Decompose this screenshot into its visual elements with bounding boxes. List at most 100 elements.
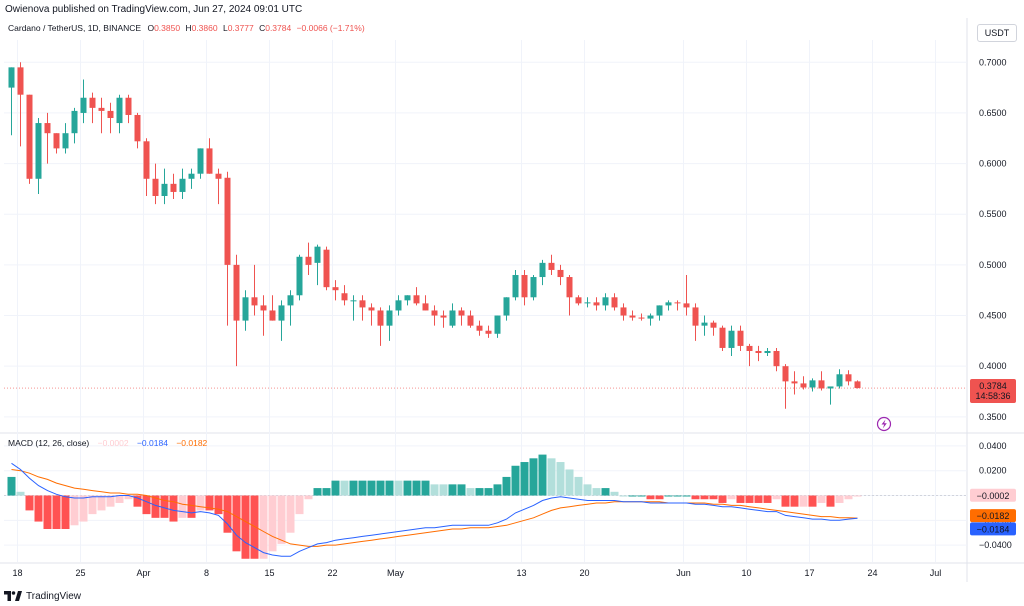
macd-histogram-bar — [232, 495, 241, 552]
macd-histogram-bar — [412, 480, 421, 496]
candle-body — [143, 141, 150, 179]
macd-histogram-bar — [682, 495, 691, 497]
macd-signal-tag-bg — [970, 509, 1016, 523]
macd-value-tag-bg — [970, 522, 1016, 536]
macd-histogram-bar — [241, 495, 250, 559]
publisher-text: Owienova published on TradingView.com, J… — [5, 4, 303, 15]
legend-h-label: H — [185, 23, 191, 33]
candle-body — [80, 97, 87, 113]
candle-body — [719, 327, 726, 348]
candle-body — [512, 275, 519, 298]
macd-histogram-bar — [718, 495, 727, 503]
macd-histogram-bar — [772, 495, 781, 500]
macd-histogram-bar — [457, 484, 466, 496]
lightning-icon[interactable] — [876, 416, 892, 432]
candle-body — [548, 262, 555, 270]
time-tick-label: 20 — [579, 568, 589, 578]
candle-body — [278, 305, 285, 321]
candle-body — [251, 297, 258, 306]
macd-histogram-bar — [358, 480, 367, 496]
candle-body — [692, 307, 699, 326]
candle-body — [242, 297, 249, 321]
macd-histogram-bar — [691, 495, 700, 500]
macd-histogram-bar — [835, 495, 844, 503]
candle-body — [773, 350, 780, 367]
macd-histogram-bar — [709, 495, 718, 500]
candle-body — [818, 380, 825, 389]
candle-body — [71, 110, 78, 134]
tradingview-logo-icon — [4, 591, 22, 601]
candle-body — [854, 381, 861, 389]
candle-body — [170, 183, 177, 192]
candle-body — [449, 310, 456, 326]
macd-legend-macd: −0.0184 — [137, 438, 168, 448]
candle-body — [845, 374, 852, 382]
macd-histogram-bar — [421, 480, 430, 496]
candle-body — [323, 249, 330, 288]
macd-lines — [11, 462, 858, 557]
candle-body — [395, 300, 402, 311]
candle-body — [620, 307, 627, 316]
candle-body — [827, 386, 834, 389]
macd-legend-name: MACD (12, 26, close) — [8, 438, 89, 448]
time-tick-label: 24 — [867, 568, 877, 578]
macd-histogram-bar — [331, 480, 340, 496]
macd-histogram-bar — [655, 495, 664, 500]
candle-body — [305, 256, 312, 265]
macd-histogram-bar — [160, 495, 169, 518]
candle-body — [260, 305, 267, 311]
macd-histogram-bar — [448, 484, 457, 496]
macd-legend: MACD (12, 26, close) −0.0002 −0.0184 −0.… — [8, 438, 208, 448]
time-tick-label: 22 — [327, 568, 337, 578]
macd-histogram-bar — [502, 476, 511, 496]
legend-c: 0.3784 — [265, 23, 291, 33]
time-tick-label: 17 — [804, 568, 814, 578]
candle-body — [188, 173, 195, 179]
candle-body — [89, 97, 96, 108]
candle-body — [224, 177, 231, 265]
candle-body — [125, 97, 132, 115]
candle-body — [638, 317, 645, 319]
macd-histogram-bar — [205, 495, 214, 511]
macd-histogram-bar — [322, 488, 331, 496]
candle-body — [422, 303, 429, 311]
legend-c-label: C — [259, 23, 265, 33]
macd-histogram-bar — [268, 495, 277, 552]
macd-histogram-bar — [394, 480, 403, 496]
candle-body — [476, 325, 483, 331]
candle-body — [530, 277, 537, 298]
footer-logo[interactable]: TradingView — [4, 588, 81, 604]
candle-body — [665, 302, 672, 306]
candle-body — [458, 310, 465, 316]
time-tick-label: 10 — [741, 568, 751, 578]
candle-body — [728, 330, 735, 348]
macd-value-tag-text: −0.0184 — [977, 524, 1010, 534]
candle-body — [413, 295, 420, 304]
candle-body — [314, 246, 321, 263]
legend-change: −0.0066 (−1.71%) — [297, 23, 365, 33]
candle-body — [467, 315, 474, 326]
candle-body — [152, 178, 159, 196]
macd-histogram-bar — [277, 495, 286, 544]
time-axis: 18 25 Apr 8 15 22 May 13 20 Jun 10 17 24 Jul — [12, 568, 941, 578]
macd-histogram-bar — [664, 495, 673, 497]
macd-histogram-bar — [736, 495, 745, 503]
macd-line — [11, 462, 858, 557]
candle-body — [134, 114, 141, 142]
candle-body — [350, 300, 357, 302]
candle-body — [341, 293, 348, 301]
currency-button[interactable]: USDT — [977, 24, 1017, 42]
candle-body — [755, 350, 762, 354]
macd-histogram-bar — [484, 488, 493, 496]
candles — [8, 62, 861, 409]
candle-body — [539, 262, 546, 278]
candle-body — [359, 300, 366, 308]
macd-histogram-bar — [7, 476, 16, 496]
candle-body — [35, 123, 42, 179]
time-tick-label: 13 — [516, 568, 526, 578]
price-tick-label: 0.3500 — [979, 412, 1007, 422]
candle-body — [53, 133, 60, 149]
macd-histogram-bar — [313, 488, 322, 496]
macd-histogram-bar — [385, 480, 394, 496]
